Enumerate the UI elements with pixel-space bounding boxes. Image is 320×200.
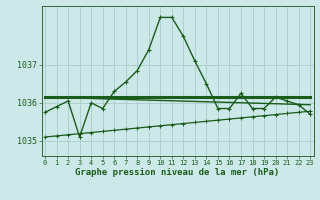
X-axis label: Graphe pression niveau de la mer (hPa): Graphe pression niveau de la mer (hPa) [76,168,280,177]
